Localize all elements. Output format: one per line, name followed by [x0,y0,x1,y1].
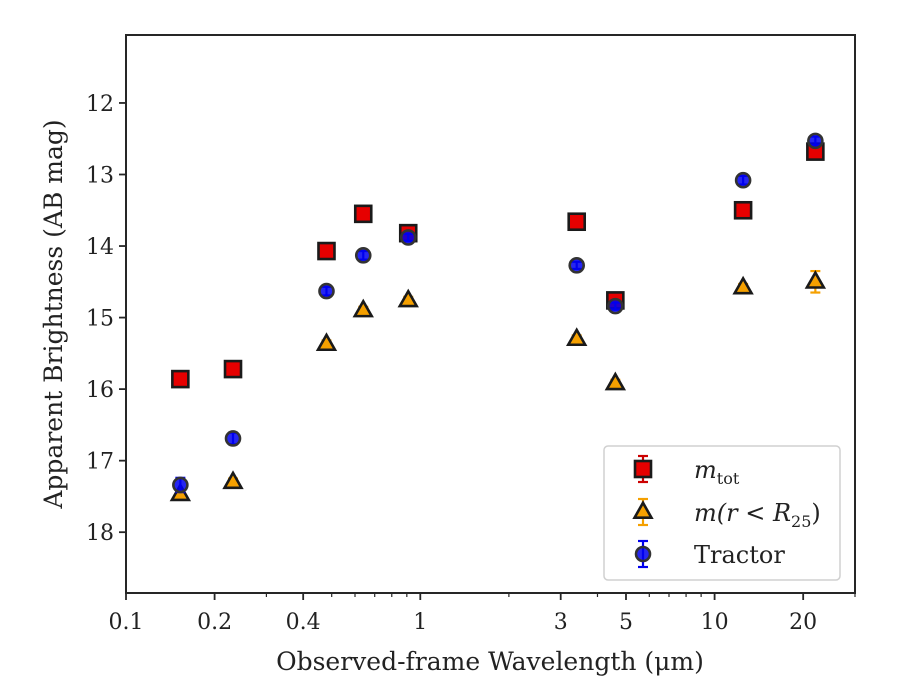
y-tick-label: 12 [86,92,114,117]
triangle-point [352,298,374,318]
legend-circle-marker [634,545,652,563]
circle-point [399,229,417,246]
square-point [567,212,587,232]
legend-box [603,445,841,581]
y-tick-label: 15 [86,307,114,332]
circle-point [224,430,242,447]
legend-label: m(r < R25) [694,499,821,531]
legend-label: Tractor [694,541,785,569]
legend-square-marker [633,459,653,479]
series-circle [172,132,824,494]
triangle-point [566,327,588,347]
circle-point [172,476,189,494]
x-tick-label: 3 [554,610,568,635]
square-point [733,200,753,220]
x-axis-label: Observed-frame Wavelength (μm) [276,647,704,676]
y-axis-ticks: 12 13 14 15 16 17 18 [86,92,126,546]
y-tick-label: 16 [86,378,114,403]
circle-point [318,282,335,300]
x-tick-label: 20 [789,610,817,635]
y-tick-label: 18 [86,521,114,546]
square-point [353,204,373,224]
legend-label: mtot [694,456,740,488]
legend: mtot m(r < R25) Tractor [603,445,841,581]
square-point [171,369,190,389]
x-tick-label: 0.2 [197,610,232,635]
legend-triangle-marker [632,500,654,520]
x-tick-label: 1 [413,610,427,635]
points-layer [169,132,827,502]
triangle-point [397,288,419,308]
circle-point [734,171,752,189]
square-point [223,359,243,379]
circle-point [354,247,372,264]
triangle-point [315,332,338,352]
y-axis-label: Apparent Brightness (AB mag) [39,119,68,509]
circle-point [568,257,586,274]
x-tick-label: 0.4 [286,610,321,635]
x-axis-ticks: 0.1 0.2 0.4 1 3 5 10 20 [109,593,856,635]
y-tick-label: 17 [86,450,114,475]
plot-frame [125,34,856,594]
triangle-point [222,470,244,490]
x-tick-label: 10 [701,610,729,635]
circle-point [607,297,624,315]
series-square [171,142,825,389]
x-tick-label: 0.1 [109,610,144,635]
y-tick-label: 13 [86,164,114,189]
square-point [317,241,336,261]
circle-point [807,132,824,150]
triangle-point [804,269,827,289]
y-tick-label: 14 [86,235,114,260]
triangle-point [732,275,754,295]
triangle-point [604,371,627,391]
x-tick-label: 5 [619,610,633,635]
